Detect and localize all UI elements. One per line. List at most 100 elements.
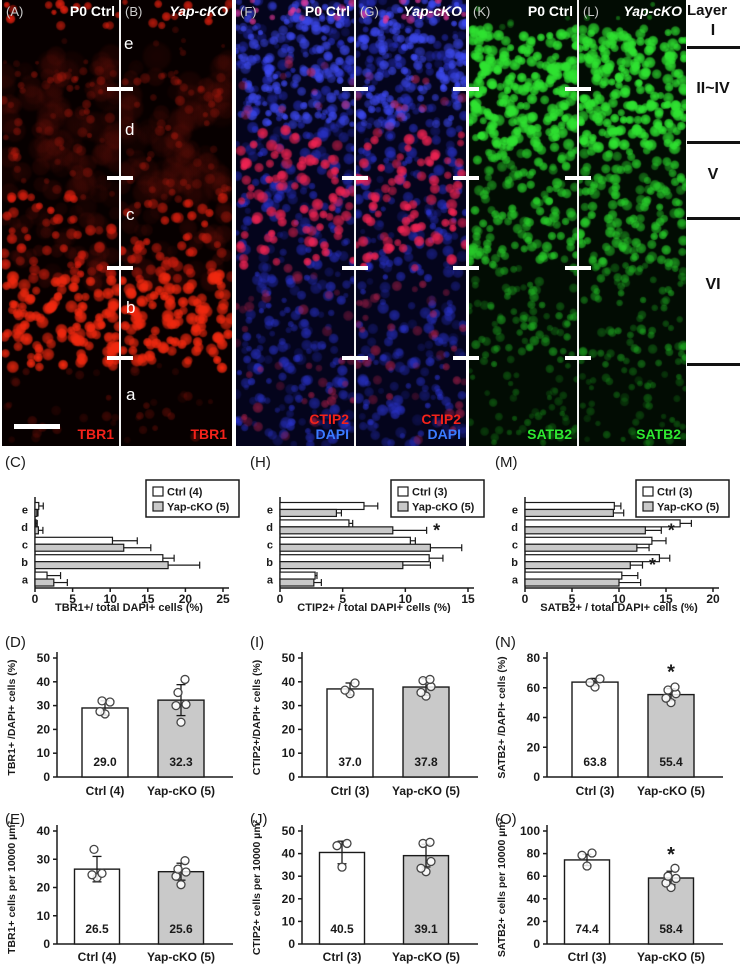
y-axis-label: SATB2+ cells per 10000 µm² <box>496 817 508 957</box>
zone-letter-c: c <box>126 205 135 224</box>
chart-svg-D: (D) 0 10 20 30 40 50 TBR1+ /DAPI+ cells (%) 29.0… <box>5 634 233 798</box>
chart-svg-J: (J) 0 10 20 30 40 50 CTIP2+ cells per 10000 µm²… <box>250 811 478 964</box>
zone-tick <box>107 266 133 270</box>
micrograph-image-G <box>356 0 466 446</box>
x-tick-label: 20 <box>706 592 720 606</box>
legend-label: Yap-cKO (5) <box>412 502 475 514</box>
panel-divider <box>354 0 356 446</box>
zone-tick <box>107 176 133 180</box>
zone-tick <box>453 176 479 180</box>
panel-letter: (K) <box>473 4 491 19</box>
y-tick-label: 100 <box>520 824 540 838</box>
y-tick-label: 40 <box>527 711 541 725</box>
y-tick-label: 20 <box>527 914 541 928</box>
category-label: e <box>22 505 28 517</box>
panel-label: (H) <box>250 454 271 471</box>
bar-value-label: 29.0 <box>93 755 117 769</box>
data-point <box>97 696 107 706</box>
marker-label: TBR1 <box>77 426 114 442</box>
y-tick-label: 0 <box>288 937 295 951</box>
bar <box>81 707 129 778</box>
condition-label: Yap-cKO <box>403 3 462 19</box>
zone-tick <box>342 266 368 270</box>
condition-label: P0 Ctrl <box>69 3 115 19</box>
chart-svg-H: (H) 0 5 10 15 CTIP2+ / total DAPI+ cells (%) e… <box>250 454 485 614</box>
bar <box>34 536 114 545</box>
group-label: Yap-cKO (5) <box>147 950 215 964</box>
significance-star: * <box>649 555 656 575</box>
chart-svg-O: (O) 0 20 40 60 80 100 SATB2+ cells per 10000 µm… <box>495 811 723 964</box>
y-tick-label: 30 <box>282 699 296 713</box>
bar-value-label: 37.0 <box>338 755 362 769</box>
micrograph-panel-G: (G) Yap-cKO CTIP2 DAPI <box>356 0 466 446</box>
bar <box>524 543 638 552</box>
bar <box>279 536 411 545</box>
y-axis-label: CTIP2+ cells per 10000 µm² <box>251 819 263 955</box>
panel-label: (M) <box>495 454 518 471</box>
x-tick-label: 0 <box>522 592 529 606</box>
y-tick-label: 50 <box>282 824 296 838</box>
group-label: Yap-cKO (5) <box>637 784 705 798</box>
data-point <box>661 693 671 703</box>
panel-label: (C) <box>5 454 26 471</box>
category-label: e <box>267 505 273 517</box>
y-tick-label: 10 <box>37 909 51 923</box>
data-point <box>585 677 595 688</box>
y-tick-label: 40 <box>37 675 51 689</box>
category-label: e <box>512 505 518 517</box>
condition-label: P0 Ctrl <box>527 3 573 19</box>
chart-svg-I: (I) 0 10 20 30 40 50 CTIP2+/DAPI+ cells (%) 37.0… <box>250 634 478 798</box>
y-tick-label: 50 <box>37 651 51 665</box>
y-tick-label: 0 <box>533 937 540 951</box>
layer-boundary-line <box>687 217 740 220</box>
data-point <box>180 674 190 685</box>
scale-bar <box>14 424 60 429</box>
significance-star: * <box>433 520 440 540</box>
y-tick-label: 60 <box>527 869 541 883</box>
bar-value-label: 25.6 <box>169 922 193 936</box>
panel-divider <box>119 0 121 446</box>
category-label: d <box>266 522 273 534</box>
data-point <box>671 873 681 884</box>
y-tick-label: 10 <box>37 746 51 760</box>
panel-letter: (F) <box>240 4 257 19</box>
panel-label: (D) <box>5 634 26 651</box>
layer-label-II-IV: II~IV <box>696 80 730 97</box>
y-tick-label: 40 <box>282 675 296 689</box>
condition-label: P0 Ctrl <box>304 3 350 19</box>
bar-value-label: 55.4 <box>659 755 683 769</box>
data-point <box>97 868 107 879</box>
y-tick-label: 0 <box>43 937 50 951</box>
bar <box>34 501 40 511</box>
panel-letter: (G) <box>360 4 379 19</box>
zone-tick <box>565 266 591 270</box>
zone-tick <box>565 356 591 360</box>
y-tick-label: 30 <box>282 869 296 883</box>
bar <box>524 536 653 545</box>
marker-label: DAPI <box>315 426 349 442</box>
bar <box>571 681 619 778</box>
category-label: a <box>22 574 29 586</box>
chart-panel-H: (H) 0 5 10 15 CTIP2+ / total DAPI+ cells (%) e… <box>245 447 490 614</box>
category-label: c <box>512 540 518 552</box>
micrograph-image-L <box>579 0 686 446</box>
micrograph-image-B <box>121 0 232 446</box>
significance-star: * <box>667 844 675 866</box>
data-point <box>89 844 99 855</box>
zone-tick <box>565 87 591 91</box>
data-point <box>663 871 673 881</box>
data-point <box>416 863 426 873</box>
chart-svg-E: (E) 0 10 20 30 40 TBR1+ cells per 10000 µm² 26.… <box>5 811 233 964</box>
legend-label: Yap-cKO (5) <box>657 502 720 514</box>
group-label: Ctrl (4) <box>78 950 117 964</box>
legend-label: Ctrl (3) <box>657 487 693 499</box>
zone-tick <box>107 87 133 91</box>
micrograph-panel-L: (L) Yap-cKO SATB2 <box>579 0 686 446</box>
zone-tick <box>453 356 479 360</box>
data-point <box>95 706 105 717</box>
data-point <box>173 687 183 698</box>
bar <box>524 554 661 563</box>
group-label: Ctrl (3) <box>568 950 607 964</box>
zone-tick <box>453 266 479 270</box>
x-axis-label: TBR1+/ total DAPI+ cells (%) <box>55 602 203 613</box>
